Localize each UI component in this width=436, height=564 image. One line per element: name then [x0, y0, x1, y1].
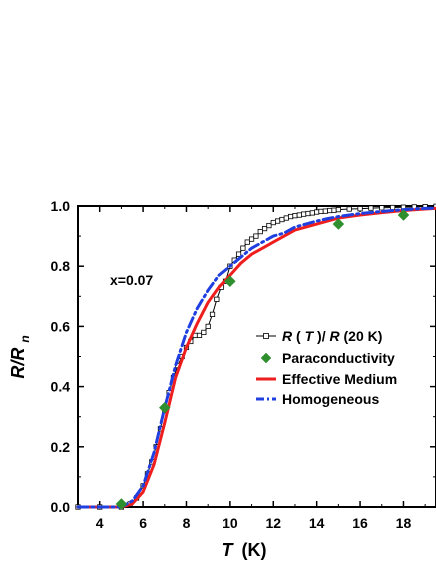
series-r-ratio-point: [288, 213, 294, 220]
series-paraconductivity-point: [332, 218, 345, 230]
series-r-ratio-point: [240, 245, 246, 251]
series-r-ratio-point: [266, 222, 272, 229]
series-r-ratio-point: [335, 207, 341, 213]
series-r-ratio-point: [283, 215, 289, 221]
x-tick-label: 18: [396, 515, 412, 531]
series-r-ratio-point: [196, 332, 203, 339]
y-axis-subscript: n: [18, 335, 32, 342]
series-r-ratio-point: [270, 219, 276, 226]
legend-part-r-second: R: [329, 328, 340, 344]
series-homogeneous-line: [76, 206, 436, 509]
series-r-ratio-point: [292, 213, 298, 219]
series-layer: [75, 203, 436, 510]
legend-part-t: T: [305, 328, 315, 344]
x-tick-label: 4: [96, 515, 104, 531]
series-r-ratio-point: [261, 225, 268, 232]
legend-label-homogeneous: Homogeneous: [282, 391, 379, 407]
series-r-ratio-point: [201, 329, 207, 336]
x-tick-label: 6: [139, 515, 147, 531]
y-tick-label: 0.2: [51, 439, 71, 455]
tick-layer: 4 6 8 10 12 14 16 18 0.0 0.2 0.4 0.6 0.8 1.0: [51, 198, 436, 531]
series-r-ratio-point: [346, 206, 352, 212]
legend-label-effective-medium: Effective Medium: [282, 371, 397, 387]
legend-part-close-slash: )/: [317, 328, 326, 344]
legend-square-marker: [263, 333, 269, 339]
legend-label-r-ratio: R ( T )/ R (20 K): [282, 328, 382, 344]
series-r-ratio-point: [305, 210, 311, 217]
series-r-ratio-point: [296, 212, 302, 218]
series-r-ratio-point: [235, 251, 242, 257]
series-paraconductivity-point: [397, 209, 410, 221]
series-r-ratio-point: [331, 207, 337, 213]
annotation-x-value: x=0.07: [110, 272, 153, 288]
series-r-ratio-point: [209, 311, 216, 317]
y-tick-label: 0.6: [51, 318, 71, 334]
y-axis-title: R/R n: [8, 335, 32, 378]
x-tick-label: 8: [183, 515, 191, 531]
series-r-ratio-point: [318, 208, 324, 215]
series-paraconductivity-point: [115, 498, 128, 510]
series-r-ratio-point: [327, 207, 333, 214]
series-r-ratio-point: [275, 218, 281, 224]
series-r-ratio-point: [314, 209, 320, 215]
x-tick-label: 14: [309, 515, 325, 531]
y-tick-label: 1.0: [51, 198, 71, 214]
series-r-ratio-point: [253, 233, 259, 239]
x-axis-title: T (K): [221, 540, 266, 560]
legend-part-20k: (20 K): [344, 328, 383, 344]
legend-diamond-marker: [260, 352, 272, 364]
x-axis-unit: (K): [242, 540, 267, 560]
series-r-ratio-point: [214, 296, 220, 302]
legend-part-r: R: [282, 328, 293, 344]
x-tick-label: 16: [352, 515, 368, 531]
series-r-ratio-point: [322, 208, 328, 214]
y-axis-main-text: R/R: [8, 348, 28, 379]
y-tick-label: 0.0: [51, 499, 71, 515]
x-axis-symbol: T: [221, 540, 234, 560]
series-r-ratio-point: [248, 236, 255, 242]
series-r-ratio-point: [205, 323, 211, 330]
y-tick-label: 0.4: [51, 379, 71, 395]
y-tick-label: 0.8: [51, 258, 71, 274]
series-paraconductivity-point: [224, 275, 236, 288]
series-r-ratio-point: [301, 211, 307, 217]
legend: R ( T )/ R (20 K) Paraconductivity Effec…: [256, 328, 397, 407]
legend-label-paraconductivity: Paraconductivity: [282, 350, 395, 366]
x-tick-label: 10: [222, 515, 238, 531]
series-r-ratio-point: [379, 205, 385, 211]
series-r-ratio-point: [357, 206, 363, 212]
series-r-ratio-point: [257, 228, 263, 235]
series-r-ratio-point: [279, 216, 285, 223]
x-tick-label: 12: [265, 515, 281, 531]
series-paraconductivity-point: [158, 401, 171, 414]
series-r-ratio-point: [368, 205, 374, 211]
series-r-ratio-point: [244, 239, 250, 245]
legend-part-open-paren: (: [296, 328, 301, 344]
series-r-ratio-point: [309, 210, 315, 216]
